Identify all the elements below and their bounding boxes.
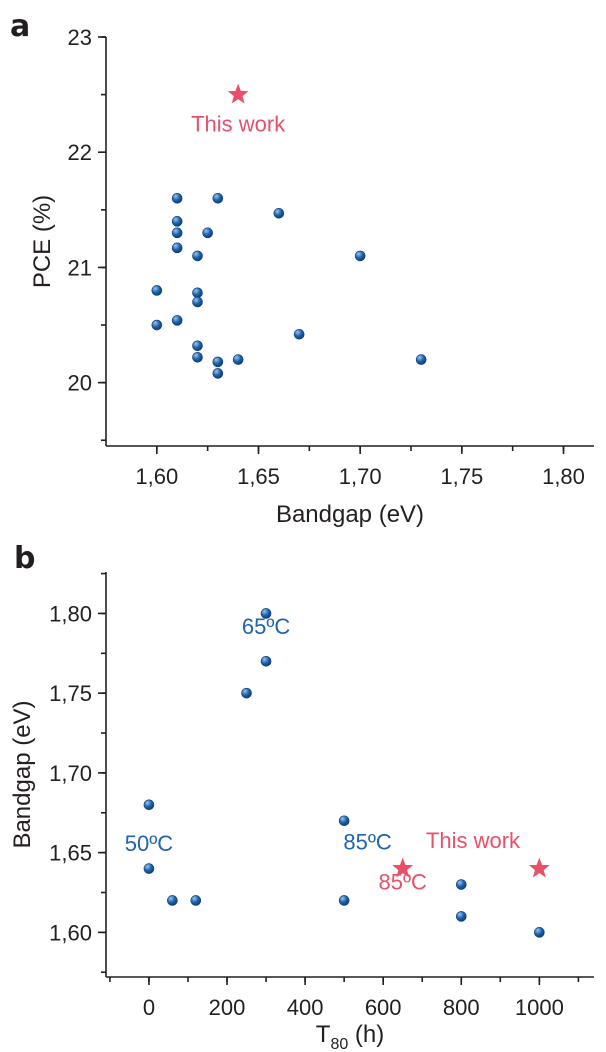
data-point: [455, 911, 467, 922]
data-point: [171, 227, 183, 239]
data-point: [192, 287, 203, 299]
data-point: [455, 879, 467, 890]
data-point: [260, 608, 272, 619]
x-axis-title: T80 (h): [316, 1021, 384, 1052]
data-point: [232, 354, 244, 365]
data-point: [273, 207, 285, 219]
y-tick-label: 21: [68, 255, 92, 280]
y-tick-label: 1,70: [49, 761, 92, 786]
data-point: [192, 296, 203, 308]
highlight-annotation: This work: [191, 111, 286, 136]
data-point: [241, 687, 252, 699]
temperature-annotation: 50ºC: [125, 831, 174, 856]
data-point: [212, 356, 224, 368]
data-point: [338, 815, 350, 827]
data-point: [171, 315, 183, 326]
data-point: [534, 927, 545, 938]
chart-panel-a: a 1,60 1,65 1,70 1,75 1,80 20 21 22 23 Bandgap (eV…: [10, 9, 594, 528]
y-tick-label: 1,75: [49, 681, 92, 706]
data-point: [190, 895, 202, 906]
data-point: [354, 250, 366, 262]
data-point: [167, 895, 178, 906]
x-tick-label: 400: [287, 995, 324, 1020]
highlight-annotation: 85ºC: [379, 869, 428, 894]
data-point: [260, 655, 272, 667]
data-point: [143, 799, 155, 811]
data-point: [212, 192, 224, 204]
data-point: [192, 340, 203, 352]
x-tick-label: 200: [209, 995, 246, 1020]
chart-panel-b: b0 200 400 600 800 10001,601,651,701,751,80T8…: [9, 541, 594, 1052]
x-tick-label: 1,65: [237, 464, 280, 489]
x-tick-label: 1,70: [339, 464, 382, 489]
data-point: [151, 285, 163, 296]
data-point: [171, 216, 183, 227]
x-tick-label: 0: [143, 995, 155, 1020]
x-axis-title-main: T: [316, 1021, 331, 1048]
temperature-annotation: 85ºC: [343, 829, 392, 854]
y-tick-label: 20: [68, 371, 92, 396]
data-point: [171, 192, 183, 204]
panel-label: a: [10, 9, 30, 44]
temperature-annotation: 65ºC: [242, 614, 291, 639]
y-axis-title: Bandgap (eV): [9, 700, 36, 848]
x-axis-title: Bandgap (eV): [276, 501, 424, 528]
data-point: [143, 863, 155, 874]
data-point: [212, 368, 224, 379]
data-point: [415, 354, 427, 365]
data-point: [192, 250, 203, 262]
highlight-star: [528, 857, 550, 878]
x-tick-label: 1,75: [440, 464, 483, 489]
x-tick-label: 1,80: [542, 464, 585, 489]
highlight-star: [392, 857, 414, 878]
highlight-star: [227, 83, 249, 104]
panel-label: b: [14, 541, 35, 576]
data-point: [151, 319, 163, 331]
y-tick-label: 1,80: [49, 601, 92, 626]
y-tick-label: 22: [68, 140, 92, 165]
y-axis-title: PCE (%): [29, 195, 56, 288]
y-tick-label: 1,60: [49, 920, 92, 945]
x-tick-label: 1000: [515, 995, 564, 1020]
x-axis-title-subscript: 80: [330, 1036, 348, 1052]
y-tick-label: 1,65: [49, 841, 92, 866]
data-point: [171, 242, 183, 254]
x-tick-label: 800: [443, 995, 480, 1020]
x-tick-label: 600: [365, 995, 402, 1020]
x-axis-title-unit: (h): [348, 1021, 384, 1048]
data-point: [192, 351, 203, 363]
data-point: [293, 328, 305, 340]
x-tick-label: 1,60: [135, 464, 178, 489]
y-tick-label: 23: [68, 25, 92, 50]
highlight-annotation: This work: [426, 828, 521, 853]
data-point: [338, 895, 350, 906]
data-point: [202, 227, 213, 239]
